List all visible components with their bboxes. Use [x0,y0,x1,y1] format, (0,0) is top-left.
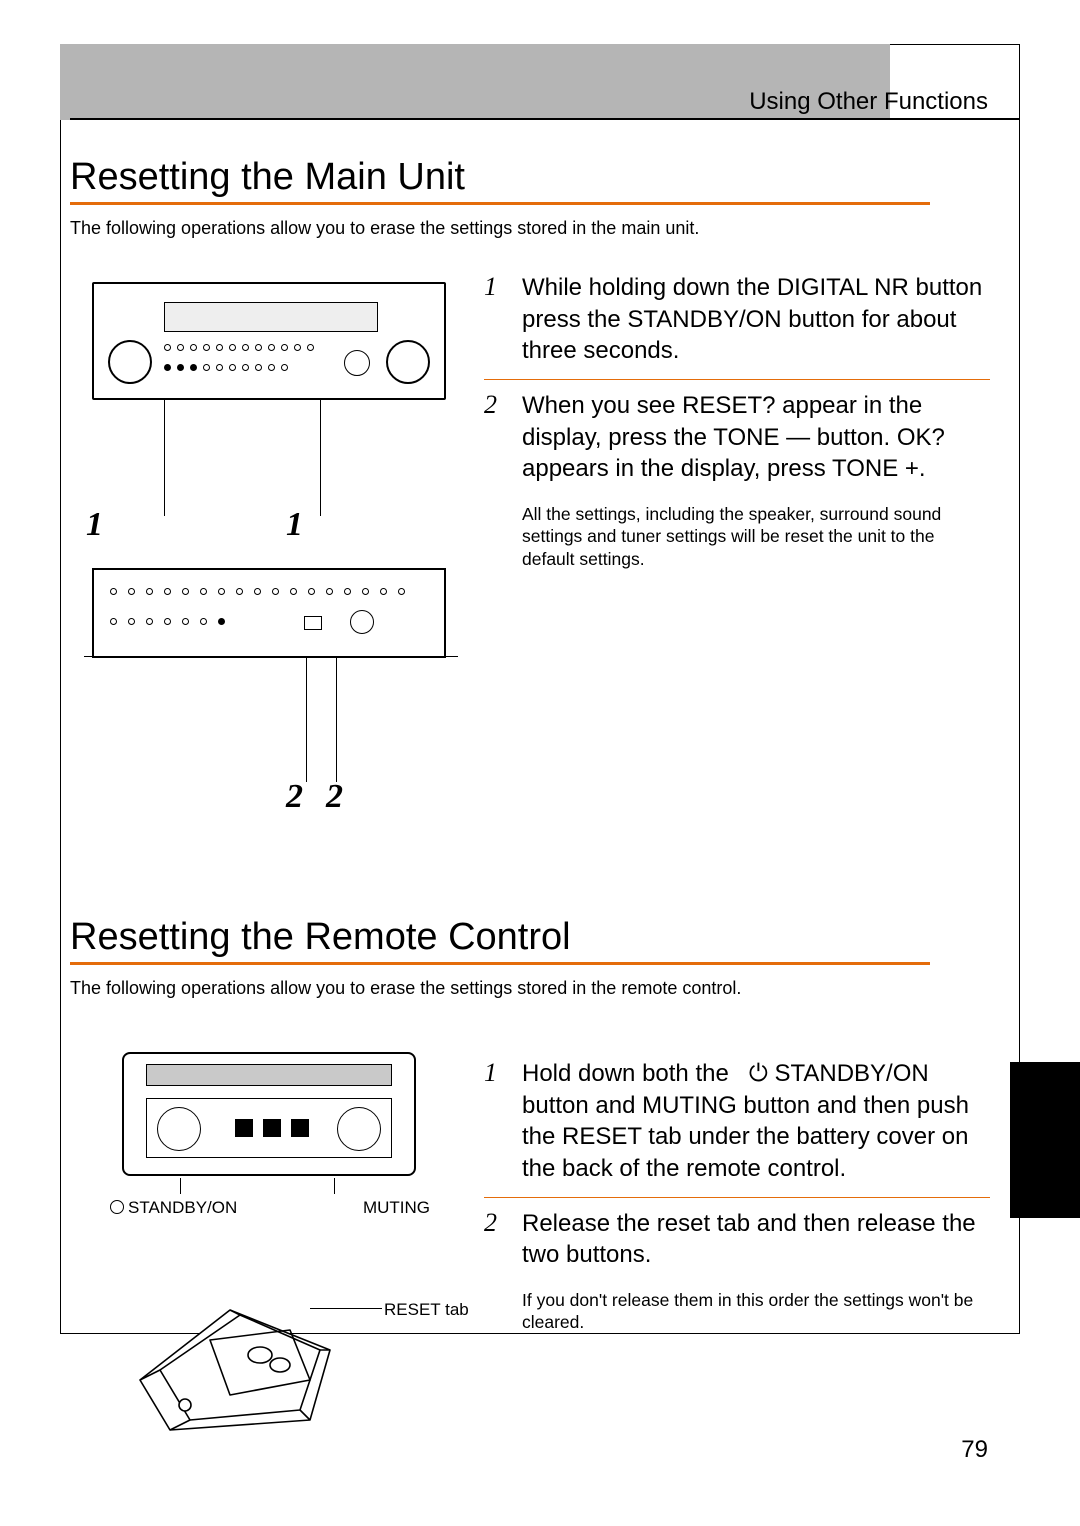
callout-line [180,1178,181,1194]
remote-labels: STANDBY/ON MUTING [110,1198,430,1218]
section1-title: Resetting the Main Unit [70,156,465,199]
standby-text: STANDBY/ON [128,1198,237,1217]
callout-line [336,656,337,782]
unit-outline [92,282,446,400]
unit-knob-left [108,340,152,384]
step-2: 2 When you see RESET? appear in the disp… [484,379,990,497]
unit-display [164,302,378,332]
main-unit-diagram [92,282,446,456]
section2-steps: 1 Hold down both the ⏻ STANDBY/ON button… [484,1056,990,1334]
step-number: 2 [484,390,506,485]
panel-outline [92,568,446,658]
step-number: 1 [484,272,506,367]
remote-dial-right [337,1107,381,1151]
remote-outline [122,1052,416,1176]
step-body: When you see RESET? appear in the displa… [522,390,990,485]
remote-front-diagram [122,1052,416,1176]
panel-buttons-row2 [110,618,225,625]
section1-intro: The following operations allow you to er… [70,218,699,239]
callout-line [320,400,321,516]
step-1: 1 While holding down the DIGITAL NR butt… [484,270,990,379]
step-note: If you don't release them in this order … [484,1289,990,1334]
callout-line [306,656,307,782]
callout-line [164,400,165,516]
panel-buttons-row1 [110,588,405,595]
remote-dial-left [157,1107,201,1151]
remote-back-diagram [110,1260,350,1440]
remote-display-strip [146,1064,392,1086]
chapter-title: Using Other Functions [749,88,988,116]
page-number: 79 [961,1436,988,1464]
panel-square-btn [304,616,322,630]
step-2: 2 Release the reset tab and then release… [484,1197,990,1283]
remote-back-svg [110,1260,350,1440]
callout-2a: 2 [286,778,303,816]
section2-intro: The following operations allow you to er… [70,978,741,999]
section1-steps: 1 While holding down the DIGITAL NR butt… [484,270,990,570]
power-icon [110,1198,128,1217]
section2-title: Resetting the Remote Control [70,916,571,959]
callout-line [334,1178,335,1194]
callout-2b: 2 [326,778,343,816]
step-body: Hold down both the ⏻ STANDBY/ON button a… [522,1058,990,1185]
remote-buttons [235,1119,309,1137]
unit-buttons-row2 [164,364,288,371]
standby-label: STANDBY/ON [110,1198,237,1218]
panel-base [84,656,458,664]
reset-tab-leader [310,1308,382,1309]
section2-rule [70,962,930,965]
unit-knob-right [386,340,430,384]
callout-1a: 1 [86,506,103,544]
muting-label: MUTING [363,1198,430,1218]
reset-tab-label: RESET tab [384,1300,469,1320]
step-note: All the settings, including the speaker,… [484,503,990,570]
step-body: Release the reset tab and then release t… [522,1208,990,1271]
thumb-tab [1010,1062,1080,1218]
step-1: 1 Hold down both the ⏻ STANDBY/ON button… [484,1056,990,1197]
step-number: 1 [484,1058,506,1185]
remote-panel [146,1098,392,1158]
unit-jog-dial [344,350,370,376]
section1-rule [70,202,930,205]
chapter-rule [70,118,1020,120]
panel-diagram [92,568,446,718]
callout-1b: 1 [286,506,303,544]
panel-dial [350,610,374,634]
step-body: While holding down the DIGITAL NR button… [522,272,990,367]
unit-buttons-row1 [164,344,314,351]
step-number: 2 [484,1208,506,1271]
